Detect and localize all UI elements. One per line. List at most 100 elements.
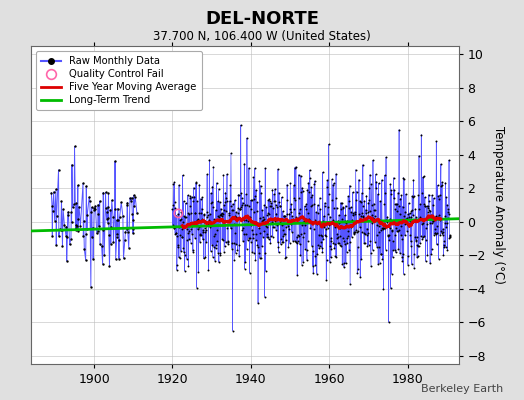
Point [129,226,137,232]
Point [262,204,270,210]
Point [256,215,265,222]
Point [67,236,75,242]
Point [350,229,358,236]
Point [446,232,454,239]
Point [201,224,209,231]
Point [273,216,281,222]
Point [268,219,276,226]
Point [182,222,190,228]
Point [199,255,208,262]
Point [115,256,123,262]
Point [334,240,342,247]
Point [303,257,311,264]
Point [327,235,335,241]
Point [380,172,389,178]
Point [347,224,355,230]
Point [185,236,194,242]
Point [228,246,236,252]
Point [412,214,420,220]
Point [403,262,412,268]
Point [289,238,297,244]
Point [439,252,447,259]
Point [426,260,434,267]
Point [182,226,191,232]
Point [178,226,186,232]
Point [445,157,453,163]
Point [296,206,304,212]
Point [273,204,281,210]
Point [247,238,255,245]
Point [403,220,411,226]
Point [174,210,182,216]
Point [361,198,369,204]
Point [336,233,344,240]
Point [194,224,203,230]
Point [405,223,413,230]
Point [313,251,322,258]
Point [69,204,77,210]
Point [63,234,72,240]
Point [216,199,224,205]
Point [345,198,353,204]
Point [421,203,429,209]
Point [215,212,224,218]
Point [123,202,132,208]
Point [330,180,338,187]
Point [196,210,205,217]
Point [293,234,301,240]
Point [170,224,178,231]
Point [49,189,58,195]
Point [213,227,222,233]
Point [364,209,372,216]
Point [362,206,370,213]
Point [115,237,124,243]
Point [171,230,180,236]
Point [117,199,125,206]
Point [241,201,249,208]
Point [250,250,258,256]
Point [258,207,267,213]
Point [385,232,393,238]
Point [357,190,366,196]
Point [202,227,210,234]
Point [326,254,335,261]
Point [205,223,214,230]
Point [277,194,286,200]
Point [329,181,337,188]
Point [375,244,384,250]
Point [52,213,61,219]
Point [435,192,444,198]
Point [109,239,117,246]
Point [339,235,347,242]
Point [286,180,294,186]
Point [180,249,188,256]
Point [86,198,94,204]
Point [423,203,431,209]
Point [222,208,231,214]
Point [308,192,316,198]
Point [228,201,237,207]
Point [325,222,333,228]
Point [302,201,311,207]
Point [299,188,307,194]
Point [236,122,245,128]
Point [123,226,131,232]
Point [268,186,277,193]
Point [346,238,355,245]
Point [216,250,224,256]
Point [411,206,420,212]
Point [47,190,56,196]
Point [244,235,253,241]
Point [231,250,239,256]
Point [265,236,273,242]
Point [235,253,243,260]
Point [377,251,385,258]
Point [187,210,195,217]
Point [293,232,302,238]
Point [357,199,365,206]
Point [272,226,280,233]
Point [252,231,260,237]
Point [279,239,288,246]
Point [348,216,356,223]
Point [221,199,229,205]
